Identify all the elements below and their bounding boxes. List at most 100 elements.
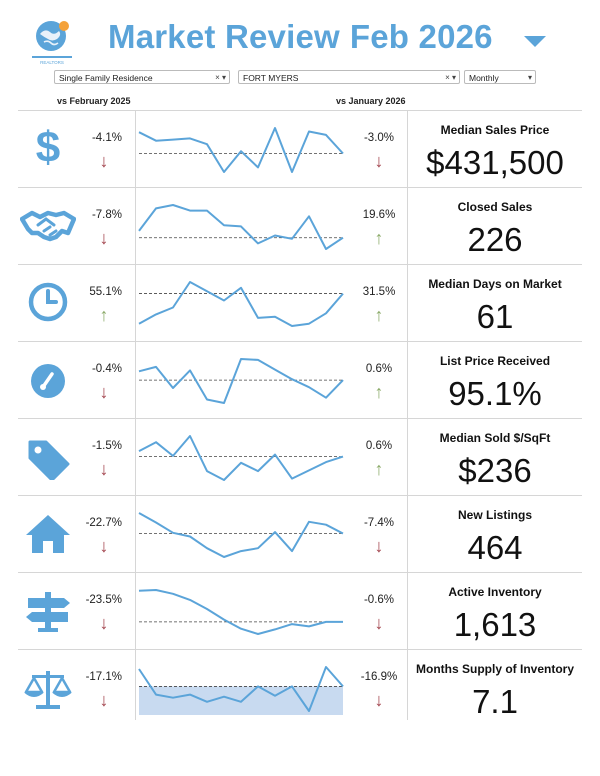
row-divider	[18, 341, 582, 342]
sparkline-chart	[138, 512, 344, 558]
metric-value: 1,613	[453, 606, 537, 643]
page-title: Market Review Feb 2026	[108, 18, 493, 56]
mom-change: -0.6%	[363, 594, 395, 606]
signpost-icon	[20, 586, 76, 634]
yoy-change: -7.8%	[91, 209, 122, 221]
svg-text:$: $	[36, 124, 60, 172]
arrow-down-icon: ↓	[99, 459, 109, 479]
metric-label: List Price Received	[439, 354, 551, 368]
title-text: Market Review	[108, 18, 340, 55]
yoy-change: -0.4%	[91, 363, 122, 375]
dollar-icon: $	[20, 124, 76, 172]
yoy-change: -1.5%	[91, 440, 122, 452]
mom-column-header: vs January 2026	[336, 96, 406, 106]
sparkline-series	[138, 512, 344, 558]
divider	[407, 110, 408, 720]
sparkline-series	[138, 435, 344, 481]
title-month[interactable]: Feb 2026	[349, 18, 493, 55]
sparkline-series	[138, 127, 344, 173]
sparkline-chart	[138, 666, 344, 715]
sparkline-chart	[138, 281, 344, 327]
metric-value: 7.1	[472, 683, 518, 720]
sparkline-series	[138, 204, 344, 250]
handshake-icon	[20, 201, 76, 249]
property-type-value: Single Family Residence	[59, 73, 153, 83]
metric-label: Median Sales Price	[440, 123, 550, 137]
yoy-change: -4.1%	[91, 132, 122, 144]
yoy-change: -17.1%	[85, 671, 122, 683]
area-value: FORT MYERS	[243, 73, 299, 83]
mom-change: 0.6%	[365, 363, 393, 375]
sparkline-chart	[138, 358, 344, 404]
metric-value: 95.1%	[448, 375, 542, 412]
arrow-down-icon: ↓	[374, 536, 384, 556]
row-divider	[18, 418, 582, 419]
metric-label: New Listings	[457, 508, 532, 522]
clock-icon	[20, 278, 76, 326]
svg-text:REALTORS: REALTORS	[40, 60, 64, 65]
period-value: Monthly	[469, 73, 499, 83]
divider	[135, 110, 136, 720]
metric-value: $236	[458, 452, 532, 489]
sparkline-chart	[138, 589, 343, 635]
metric-value: 464	[467, 529, 523, 566]
metric-label: Months Supply of Inventory	[416, 662, 574, 676]
brand-logo: REALTORS	[30, 18, 76, 66]
yoy-column-header: vs February 2025	[57, 96, 131, 106]
yoy-change: -23.5%	[85, 594, 122, 606]
sparkline-chart	[138, 127, 344, 173]
sparkline-series	[138, 358, 344, 404]
arrow-down-icon: ↓	[374, 151, 384, 171]
arrow-up-icon: ↑	[374, 228, 384, 248]
divider	[18, 110, 582, 111]
arrow-up-icon: ↑	[374, 382, 384, 402]
arrow-up-icon: ↑	[374, 459, 384, 479]
mom-change: 0.6%	[365, 440, 393, 452]
sparkline-series	[138, 589, 343, 635]
arrow-down-icon: ↓	[99, 536, 109, 556]
sparkline-series	[138, 281, 344, 327]
chevron-down-icon[interactable]: ▾	[527, 73, 532, 82]
arrow-down-icon: ↓	[99, 382, 109, 402]
arrow-down-icon: ↓	[99, 613, 109, 633]
mom-change: -3.0%	[363, 132, 395, 144]
area-select[interactable]: FORT MYERS × ▾	[238, 70, 460, 84]
sparkline-chart	[138, 435, 344, 481]
metric-label: Median Sold $/SqFt	[439, 431, 551, 445]
arrow-down-icon: ↓	[99, 228, 109, 248]
arrow-down-icon: ↓	[374, 613, 384, 633]
month-dropdown-arrow-icon[interactable]	[524, 36, 546, 47]
gauge-icon	[20, 355, 76, 403]
arrow-up-icon: ↑	[99, 305, 109, 325]
mom-change: 19.6%	[362, 209, 396, 221]
row-divider	[18, 264, 582, 265]
clear-and-chevron-icon[interactable]: × ▾	[445, 73, 456, 82]
mom-change: 31.5%	[362, 286, 396, 298]
clear-and-chevron-icon[interactable]: × ▾	[215, 73, 226, 82]
row-divider	[18, 187, 582, 188]
house-icon	[20, 509, 76, 557]
mom-change: -7.4%	[363, 517, 395, 529]
yoy-change: -22.7%	[85, 517, 122, 529]
sparkline-chart	[138, 204, 344, 250]
property-type-select[interactable]: Single Family Residence × ▾	[54, 70, 230, 84]
sparkline-series	[138, 666, 344, 712]
metric-label: Closed Sales	[457, 200, 533, 214]
row-divider	[18, 649, 582, 650]
metric-value: $431,500	[426, 144, 564, 181]
arrow-down-icon: ↓	[99, 690, 109, 710]
arrow-down-icon: ↓	[374, 690, 384, 710]
scale-icon	[20, 663, 76, 711]
metric-label: Active Inventory	[448, 585, 542, 599]
metric-label: Median Days on Market	[428, 277, 562, 291]
metric-value: 226	[467, 221, 523, 258]
arrow-down-icon: ↓	[99, 151, 109, 171]
metric-value: 61	[476, 298, 514, 335]
row-divider	[18, 572, 582, 573]
tag-icon	[20, 432, 76, 480]
yoy-change: 55.1%	[89, 286, 122, 298]
arrow-up-icon: ↑	[374, 305, 384, 325]
mom-change: -16.9%	[360, 671, 398, 683]
row-divider	[18, 495, 582, 496]
period-select[interactable]: Monthly ▾	[464, 70, 536, 84]
